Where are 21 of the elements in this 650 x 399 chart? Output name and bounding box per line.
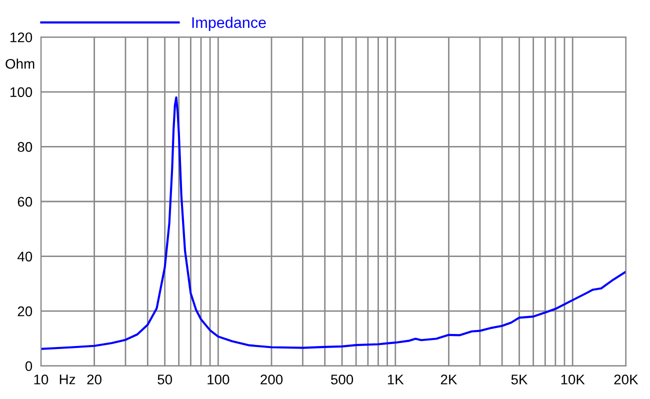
y-tick-label: 100 bbox=[10, 87, 32, 98]
x-tick-label: 20 bbox=[87, 374, 102, 384]
x-tick-label: 1K bbox=[388, 374, 404, 384]
y-tick-label: 80 bbox=[18, 142, 32, 152]
x-tick-label: 100 bbox=[208, 374, 230, 384]
y-axis-title: Ohm bbox=[6, 58, 34, 69]
y-tick-label: 120 bbox=[10, 32, 32, 42]
x-tick-label: 10K bbox=[561, 374, 585, 384]
x-tick-label: 200 bbox=[260, 374, 283, 384]
x-tick-label: 5K bbox=[511, 374, 528, 384]
y-tick-label: 20 bbox=[18, 306, 32, 316]
y-tick-label: 40 bbox=[17, 252, 32, 262]
text: Impedance bbox=[192, 16, 266, 31]
x-axis-title: Hz bbox=[60, 374, 76, 384]
x-tick-label: 2K bbox=[440, 374, 458, 384]
y-tick-label: 0 bbox=[25, 361, 32, 372]
y-tick-label: 60 bbox=[18, 196, 32, 207]
x-tick-label: 20K bbox=[614, 374, 638, 384]
x-tick-label: 500 bbox=[331, 374, 354, 384]
x-tick-label: 10 bbox=[34, 374, 48, 384]
x-tick-label: 50 bbox=[158, 374, 172, 384]
